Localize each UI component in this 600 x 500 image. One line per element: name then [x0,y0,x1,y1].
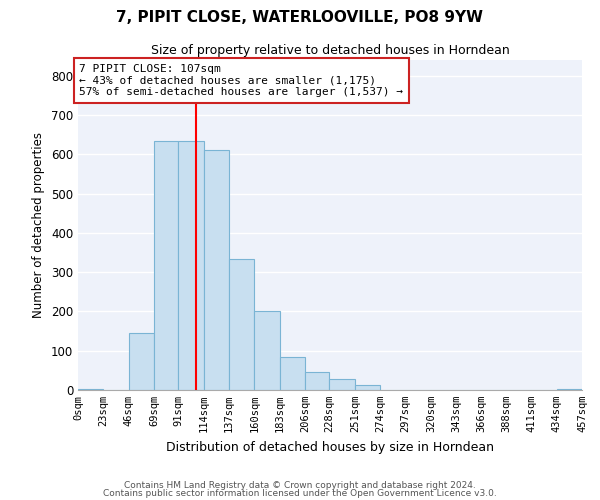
Bar [129,333,154,390]
Bar [254,312,280,390]
Bar [154,140,178,390]
Bar [229,259,254,390]
Bar [355,386,380,390]
Bar [178,140,204,390]
Text: Contains HM Land Registry data © Crown copyright and database right 2024.: Contains HM Land Registry data © Crown c… [124,481,476,490]
Text: 7 PIPIT CLOSE: 107sqm
← 43% of detached houses are smaller (1,175)
57% of semi-d: 7 PIPIT CLOSE: 107sqm ← 43% of detached … [79,64,403,97]
Title: Size of property relative to detached houses in Horndean: Size of property relative to detached ho… [151,44,509,58]
X-axis label: Distribution of detached houses by size in Horndean: Distribution of detached houses by size … [166,440,494,454]
Bar [280,357,305,390]
Bar [329,380,355,390]
Y-axis label: Number of detached properties: Number of detached properties [32,132,46,318]
Text: Contains public sector information licensed under the Open Government Licence v3: Contains public sector information licen… [103,488,497,498]
Bar [305,372,329,390]
Text: 7, PIPIT CLOSE, WATERLOOVILLE, PO8 9YW: 7, PIPIT CLOSE, WATERLOOVILLE, PO8 9YW [116,10,484,25]
Bar [557,389,582,390]
Bar [204,150,229,390]
Bar [78,389,103,390]
